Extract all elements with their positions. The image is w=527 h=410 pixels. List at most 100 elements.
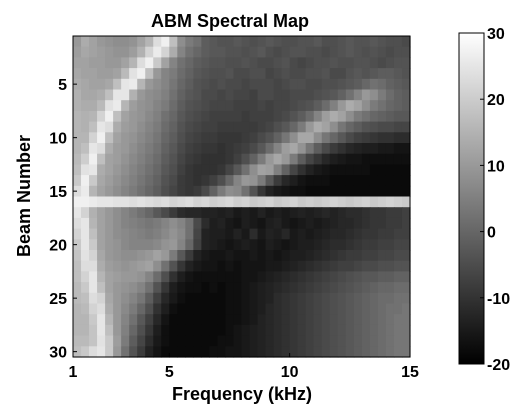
heatmap-cell (161, 132, 170, 144)
heatmap-cell (273, 303, 283, 315)
heatmap-cell (193, 346, 202, 358)
heatmap-cell (297, 36, 307, 48)
heatmap-cell (233, 324, 243, 337)
heatmap-cell (169, 250, 178, 262)
heatmap-cell (369, 78, 379, 91)
heatmap-cell (217, 46, 227, 58)
heatmap-cell (385, 153, 395, 165)
heatmap-cell (81, 250, 90, 262)
heatmap-cell (377, 153, 387, 165)
heatmap-cell (393, 207, 403, 219)
heatmap-cell (377, 303, 387, 315)
heatmap-cell (225, 121, 235, 133)
heatmap-cell (89, 217, 98, 230)
heatmap-cell (129, 89, 138, 101)
heatmap-cell (385, 185, 395, 198)
heatmap-cell (97, 153, 106, 165)
heatmap-cell (377, 143, 387, 155)
heatmap-cell (201, 303, 210, 315)
heatmap-cell (121, 335, 130, 347)
heatmap-cell (145, 196, 154, 208)
heatmap-cell (289, 250, 299, 262)
heatmap-cell (201, 250, 210, 262)
heatmap-cell (345, 292, 355, 305)
heatmap-cell (193, 239, 202, 251)
heatmap-cell (385, 89, 395, 101)
heatmap-cell (385, 271, 395, 283)
heatmap-cell (297, 153, 307, 165)
heatmap-cell (257, 228, 267, 240)
heatmap-cell (345, 89, 355, 101)
heatmap-cell (377, 271, 387, 283)
y-tick-label: 25 (49, 291, 67, 308)
heatmap-cell (129, 314, 138, 326)
heatmap-cell (401, 164, 411, 176)
heatmap-cell (313, 36, 323, 48)
heatmap-cell (233, 175, 243, 187)
heatmap-cell (161, 164, 170, 176)
heatmap-cell (81, 303, 90, 315)
heatmap-cell (209, 175, 219, 187)
heatmap-cell (217, 78, 227, 91)
heatmap-cell (129, 175, 138, 187)
heatmap-cell (193, 303, 202, 315)
heatmap-cell (177, 217, 186, 230)
heatmap-cell (97, 121, 106, 133)
heatmap-cell (369, 207, 379, 219)
heatmap-cell (281, 46, 291, 58)
heatmap-cell (385, 207, 395, 219)
heatmap-cell (121, 121, 130, 133)
heatmap-cell (369, 250, 379, 262)
heatmap-cell (369, 57, 379, 69)
heatmap-cell (81, 228, 90, 240)
heatmap-cell (193, 121, 202, 133)
heatmap-cell (257, 89, 267, 101)
heatmap-cell (113, 228, 122, 240)
heatmap-cell (225, 46, 235, 58)
heatmap-cell (385, 78, 395, 91)
heatmap-cell (121, 89, 130, 101)
heatmap-cell (185, 100, 194, 112)
heatmap-cell (209, 228, 219, 240)
heatmap-cell (345, 36, 355, 48)
heatmap-cell (233, 185, 243, 198)
heatmap-cell (345, 282, 355, 294)
heatmap-cell (121, 46, 130, 58)
heatmap-cell (233, 121, 243, 133)
heatmap-cell (113, 292, 122, 305)
heatmap-cell (153, 250, 162, 262)
heatmap-cell (185, 164, 194, 176)
heatmap-cell (249, 196, 259, 208)
heatmap-cell (105, 36, 114, 48)
heatmap-cell (137, 228, 146, 240)
heatmap-cell (385, 250, 395, 262)
heatmap-cell (137, 110, 146, 123)
heatmap-cell (97, 164, 106, 176)
heatmap-cell (161, 121, 170, 133)
heatmap-cell (121, 100, 130, 112)
heatmap-cell (329, 121, 339, 133)
heatmap-cell (209, 207, 219, 219)
heatmap-cell (177, 335, 186, 347)
heatmap-cell (209, 282, 219, 294)
heatmap-cell (273, 207, 283, 219)
heatmap-cell (241, 250, 251, 262)
heatmap-cell (313, 121, 323, 133)
heatmap-cell (137, 121, 146, 133)
heatmap-cell (353, 260, 363, 272)
heatmap-cell (105, 207, 114, 219)
heatmap-cell (193, 164, 202, 176)
heatmap-cell (273, 132, 283, 144)
heatmap-cell (305, 282, 315, 294)
heatmap-cell (385, 303, 395, 315)
heatmap-cell (177, 196, 186, 208)
heatmap-cell (233, 217, 243, 230)
heatmap-cell (185, 314, 194, 326)
heatmap-cell (273, 250, 283, 262)
heatmap-cell (369, 303, 379, 315)
heatmap-cell (137, 207, 146, 219)
heatmap-cell (297, 143, 307, 155)
heatmap-cell (257, 100, 267, 112)
heatmap-cell (153, 36, 162, 48)
heatmap-cell (321, 121, 331, 133)
